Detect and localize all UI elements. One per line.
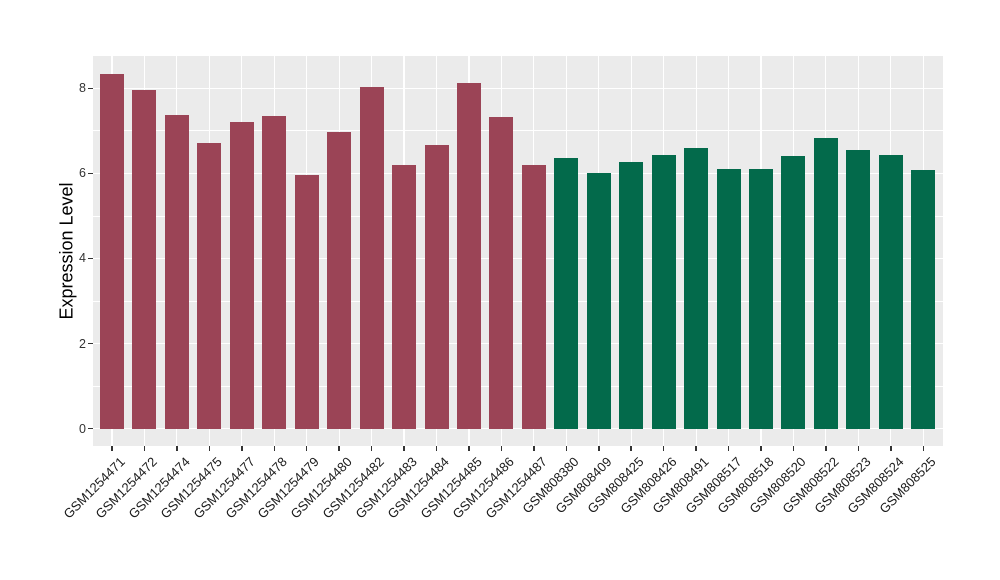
x-tick-mark bbox=[305, 446, 308, 451]
bar bbox=[424, 145, 449, 429]
x-tick-mark bbox=[533, 446, 535, 451]
bar bbox=[294, 174, 319, 429]
bar bbox=[813, 137, 838, 429]
x-tick-mark bbox=[435, 446, 438, 451]
bar bbox=[716, 169, 741, 429]
y-tick-label: 6 bbox=[79, 166, 86, 181]
bar bbox=[164, 115, 189, 429]
major-gridline bbox=[93, 172, 943, 175]
x-tick-mark bbox=[792, 446, 795, 451]
x-tick-mark bbox=[370, 446, 373, 451]
bar bbox=[327, 132, 352, 429]
minor-gridline bbox=[93, 130, 943, 132]
bar bbox=[456, 83, 481, 429]
x-tick-mark bbox=[273, 446, 275, 451]
bar bbox=[132, 90, 157, 429]
bar bbox=[359, 87, 384, 429]
plot-panel bbox=[93, 56, 943, 446]
major-gridline bbox=[93, 427, 943, 430]
x-tick-mark bbox=[922, 446, 924, 451]
bar bbox=[619, 161, 644, 429]
x-tick-mark bbox=[403, 446, 405, 451]
y-tick-mark bbox=[88, 87, 93, 90]
y-tick-mark bbox=[88, 172, 93, 175]
bar bbox=[229, 122, 254, 429]
bar bbox=[749, 168, 773, 429]
x-tick-mark bbox=[176, 446, 178, 451]
minor-gridline bbox=[93, 385, 943, 387]
major-gridline bbox=[93, 342, 943, 345]
bar bbox=[262, 116, 287, 429]
x-tick-mark bbox=[857, 446, 860, 451]
bar bbox=[489, 117, 514, 429]
y-tick-label: 4 bbox=[79, 251, 86, 266]
bar bbox=[554, 158, 579, 429]
x-tick-mark bbox=[598, 446, 600, 451]
bar bbox=[651, 154, 676, 429]
bar bbox=[878, 155, 903, 429]
bar bbox=[684, 147, 709, 429]
bar bbox=[100, 73, 124, 429]
y-tick-mark bbox=[88, 257, 93, 260]
x-tick-mark bbox=[760, 446, 762, 451]
x-tick-mark bbox=[208, 446, 211, 451]
x-tick-mark bbox=[565, 446, 568, 451]
y-tick-label: 2 bbox=[79, 336, 86, 351]
x-tick-mark bbox=[695, 446, 697, 451]
y-tick-label: 0 bbox=[79, 421, 86, 436]
bar bbox=[197, 143, 222, 429]
y-tick-mark bbox=[88, 342, 93, 345]
x-tick-mark bbox=[727, 446, 730, 451]
x-tick-mark bbox=[241, 446, 243, 451]
x-tick-mark bbox=[338, 446, 340, 451]
bar bbox=[586, 172, 611, 429]
x-tick-mark bbox=[500, 446, 503, 451]
bar bbox=[781, 156, 806, 429]
x-tick-mark bbox=[111, 446, 113, 451]
y-tick-label: 8 bbox=[79, 81, 86, 96]
minor-gridline bbox=[93, 215, 943, 217]
x-tick-mark bbox=[890, 446, 892, 451]
bar bbox=[521, 165, 546, 429]
x-tick-mark bbox=[630, 446, 632, 451]
x-tick-mark bbox=[825, 446, 827, 451]
bar bbox=[392, 164, 417, 429]
minor-gridline bbox=[93, 300, 943, 302]
y-tick-mark bbox=[88, 427, 93, 430]
major-gridline bbox=[93, 87, 943, 89]
x-tick-mark bbox=[468, 446, 470, 451]
x-tick-mark bbox=[143, 446, 146, 451]
x-tick-mark bbox=[662, 446, 665, 451]
bar bbox=[911, 169, 936, 429]
major-gridline bbox=[93, 257, 943, 260]
bar bbox=[846, 149, 871, 429]
